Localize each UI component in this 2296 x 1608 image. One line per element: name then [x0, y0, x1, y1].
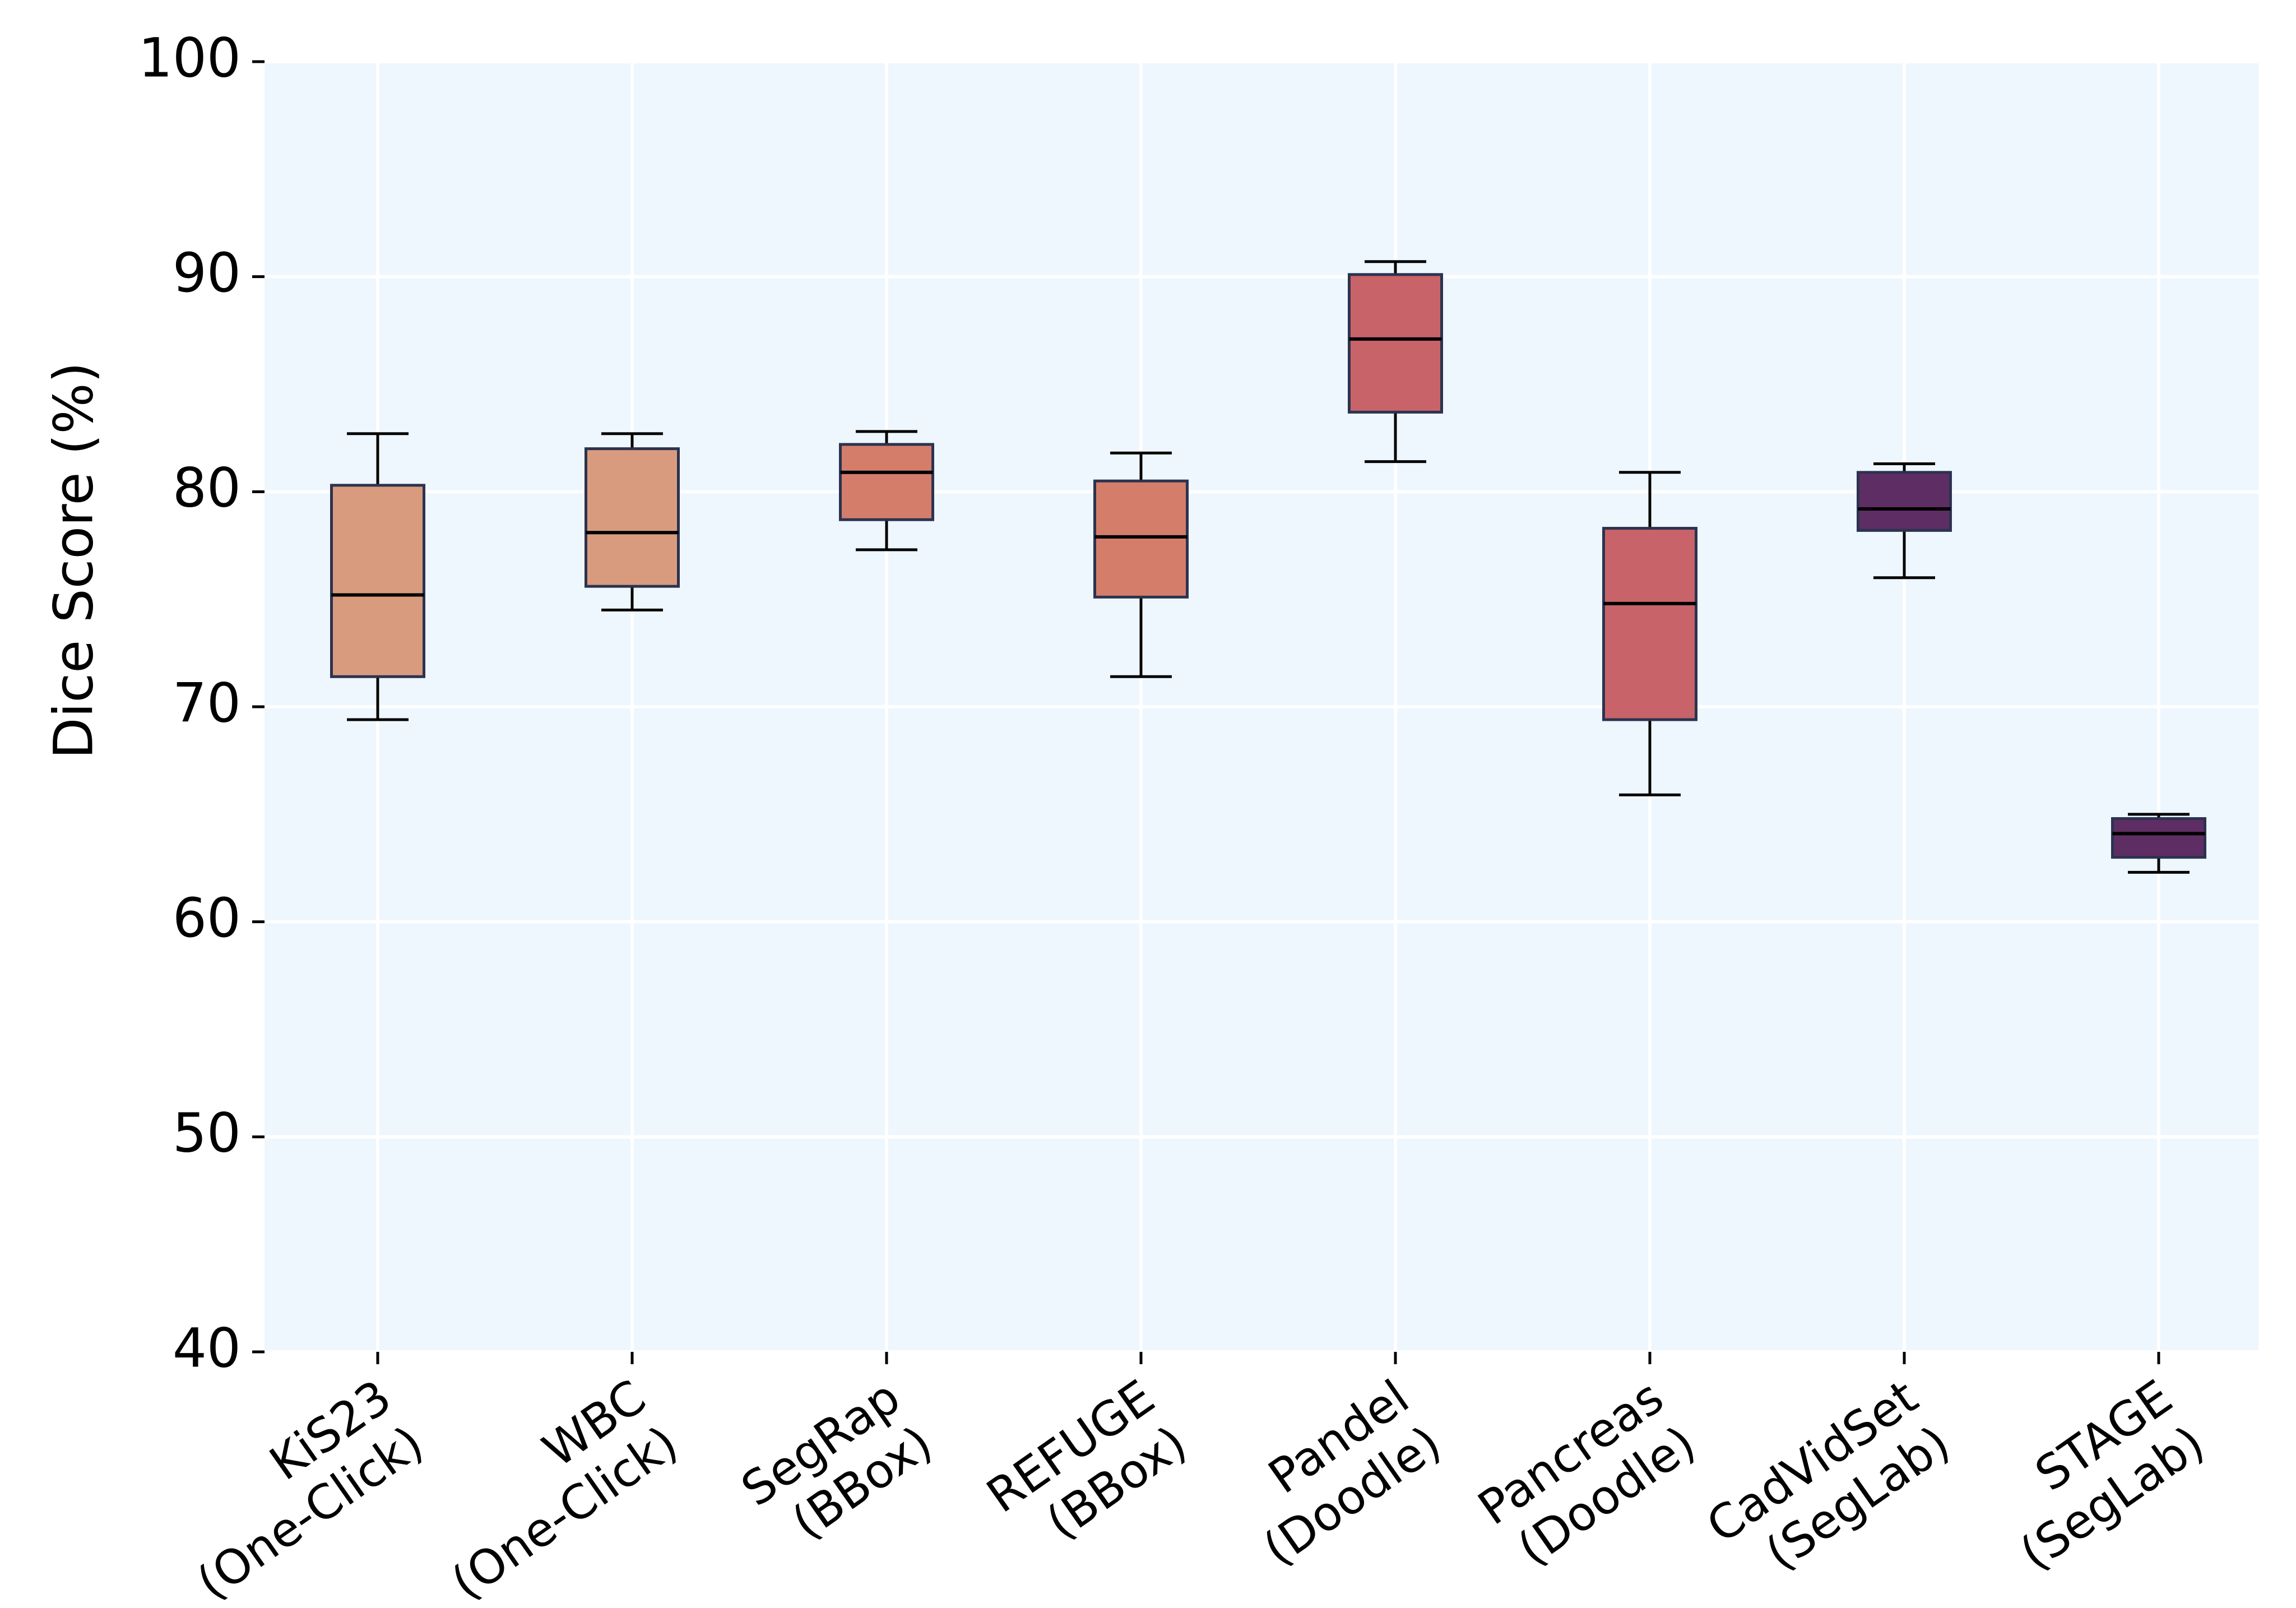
box-iqr: [839, 443, 934, 521]
box-iqr: [1348, 273, 1443, 414]
box-plot-5: [1348, 260, 1443, 464]
box-series: [330, 260, 2206, 874]
box-plot-7: [1857, 462, 1952, 580]
box-iqr: [585, 447, 680, 588]
box-plot-2: [585, 432, 680, 611]
box-plot-3: [839, 430, 934, 552]
box-plot-8: [2111, 813, 2206, 874]
box-plot-1: [330, 432, 425, 721]
box-iqr: [330, 484, 425, 678]
box-iqr: [1093, 479, 1189, 599]
y-tick-label: 90: [173, 242, 241, 304]
y-tick-label: 100: [138, 26, 241, 89]
box-iqr: [1602, 527, 1697, 721]
y-tick-label: 40: [173, 1317, 241, 1379]
y-tick-label: 80: [173, 457, 241, 520]
box-plot-6: [1602, 471, 1697, 796]
box-iqr: [2111, 817, 2206, 859]
y-tick-label: 50: [173, 1102, 241, 1165]
y-axis-label: Dice Score (%): [42, 362, 105, 759]
y-axis: 40 50 60 70 80 90 100: [138, 26, 2160, 1379]
y-tick-label: 60: [173, 887, 241, 949]
y-tick-label: 70: [173, 671, 241, 734]
box-iqr: [1857, 471, 1952, 532]
box-plot-4: [1093, 451, 1189, 678]
